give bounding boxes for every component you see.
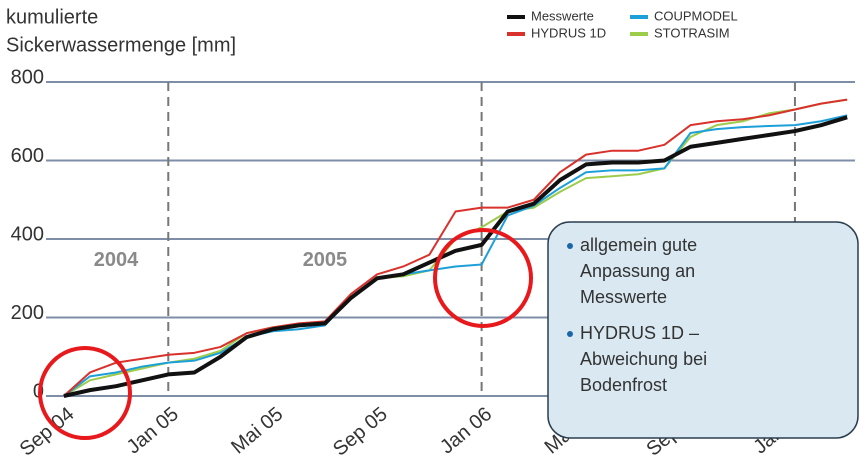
series-line <box>63 98 848 397</box>
x-tick-label: Mai 05 <box>227 403 287 458</box>
callout-text: Messwerte <box>580 287 667 307</box>
callout: allgemein gute Anpassung an Messwerte HYDRU… <box>567 235 707 395</box>
legend-label: STOTRASIM <box>654 25 730 40</box>
y-axis-label: Sickerwassermenge [mm] <box>6 34 236 56</box>
y-tick-label: 200 <box>11 302 44 324</box>
callout-box <box>547 221 859 439</box>
x-tick-label: Jan 06 <box>436 403 496 458</box>
y-tick-label: 400 <box>11 223 44 245</box>
callout-text: Anpassung an <box>580 261 695 281</box>
series-line <box>63 115 848 398</box>
callout-text: Bodenfrost <box>580 375 667 395</box>
x-tick-label: Sep 04 <box>16 403 79 461</box>
bullet <box>567 331 573 337</box>
bullet <box>567 243 573 249</box>
callout-text: allgemein gute <box>580 235 697 255</box>
year-label: 2004 <box>94 249 139 271</box>
legend-label: COUPMODEL <box>654 8 738 23</box>
highlight-circle <box>38 346 132 440</box>
legend-label: HYDRUS 1D <box>531 25 606 40</box>
callout-text: Abweichung bei <box>580 349 707 369</box>
series-line <box>63 114 848 397</box>
legend-label: Messwerte <box>531 8 594 23</box>
highlight-circle <box>433 228 533 328</box>
x-tick-label: Sep 05 <box>329 403 392 461</box>
y-tick-label: 600 <box>11 145 44 167</box>
year-label: 2005 <box>303 249 348 271</box>
y-axis-label: kumulierte <box>6 6 98 28</box>
y-tick-label: 800 <box>11 66 44 88</box>
x-tick-label: Jan 05 <box>123 403 183 458</box>
callout-text: HYDRUS 1D – <box>580 323 699 343</box>
